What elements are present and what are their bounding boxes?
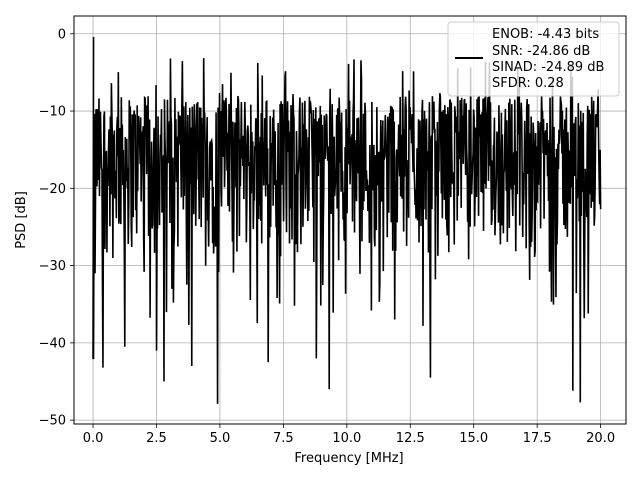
legend-entry-sinad: SINAD: -24.89 dB (492, 60, 604, 75)
x-axis: 0.0 2.5 5.0 7.5 10.0 12.5 15.0 17.5 20.0 (83, 424, 615, 446)
legend-entry-sfdr: SFDR: 0.28 (492, 76, 564, 91)
x-axis-label: Frequency [MHz] (294, 451, 403, 466)
y-tick-label: −50 (39, 414, 66, 429)
y-axis-label: PSD [dB] (14, 191, 29, 249)
x-tick-label: 5.0 (210, 431, 231, 446)
x-tick-label: 12.5 (396, 431, 425, 446)
x-tick-label: 0.0 (83, 431, 104, 446)
legend-entry-snr: SNR: -24.86 dB (492, 44, 590, 59)
y-tick-label: 0 (58, 27, 66, 42)
series-layer (92, 36, 602, 404)
legend-entry-enob: ENOB: -4.43 bits (492, 27, 599, 42)
x-tick-label: 7.5 (273, 431, 294, 446)
legend-box (447, 21, 620, 97)
y-tick-label: −40 (39, 336, 66, 351)
y-tick-label: −30 (39, 259, 66, 274)
x-tick-label: 20.0 (586, 431, 615, 446)
x-tick-label: 15.0 (459, 431, 488, 446)
x-tick-label: 2.5 (146, 431, 167, 446)
y-tick-label: −20 (39, 182, 66, 197)
x-tick-label: 17.5 (523, 431, 552, 446)
legend: ENOB: -4.43 bits SNR: -24.86 dB SINAD: -… (447, 21, 620, 97)
psd-series-line (92, 36, 602, 404)
plot-frame (73, 15, 627, 425)
y-tick-label: −10 (39, 105, 66, 120)
x-tick-label: 10.0 (332, 431, 361, 446)
y-axis: 0 −10 −20 −30 −40 −50 (39, 27, 74, 429)
